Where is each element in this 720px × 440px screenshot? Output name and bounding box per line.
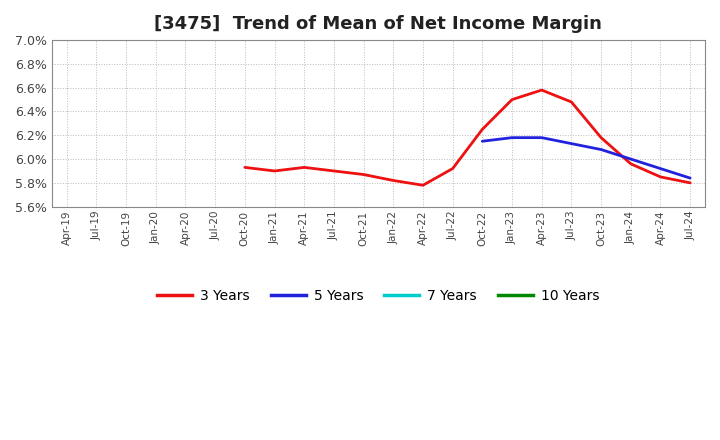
5 Years xyxy=(597,147,606,152)
5 Years xyxy=(686,176,695,181)
5 Years xyxy=(478,139,487,144)
Line: 3 Years: 3 Years xyxy=(245,90,690,185)
3 Years xyxy=(508,97,516,102)
3 Years xyxy=(240,165,249,170)
3 Years xyxy=(478,127,487,132)
3 Years xyxy=(270,169,279,174)
5 Years xyxy=(656,166,665,171)
5 Years xyxy=(567,141,576,146)
5 Years xyxy=(508,135,516,140)
Line: 5 Years: 5 Years xyxy=(482,138,690,178)
3 Years xyxy=(656,174,665,180)
3 Years xyxy=(389,178,397,183)
Title: [3475]  Trend of Mean of Net Income Margin: [3475] Trend of Mean of Net Income Margi… xyxy=(155,15,603,33)
3 Years xyxy=(597,135,606,140)
3 Years xyxy=(626,161,635,166)
3 Years xyxy=(567,99,576,105)
Legend: 3 Years, 5 Years, 7 Years, 10 Years: 3 Years, 5 Years, 7 Years, 10 Years xyxy=(152,283,605,308)
5 Years xyxy=(537,135,546,140)
3 Years xyxy=(330,169,338,174)
5 Years xyxy=(626,157,635,162)
3 Years xyxy=(418,183,427,188)
3 Years xyxy=(300,165,309,170)
3 Years xyxy=(537,88,546,93)
3 Years xyxy=(449,166,457,171)
3 Years xyxy=(359,172,368,177)
3 Years xyxy=(686,180,695,186)
